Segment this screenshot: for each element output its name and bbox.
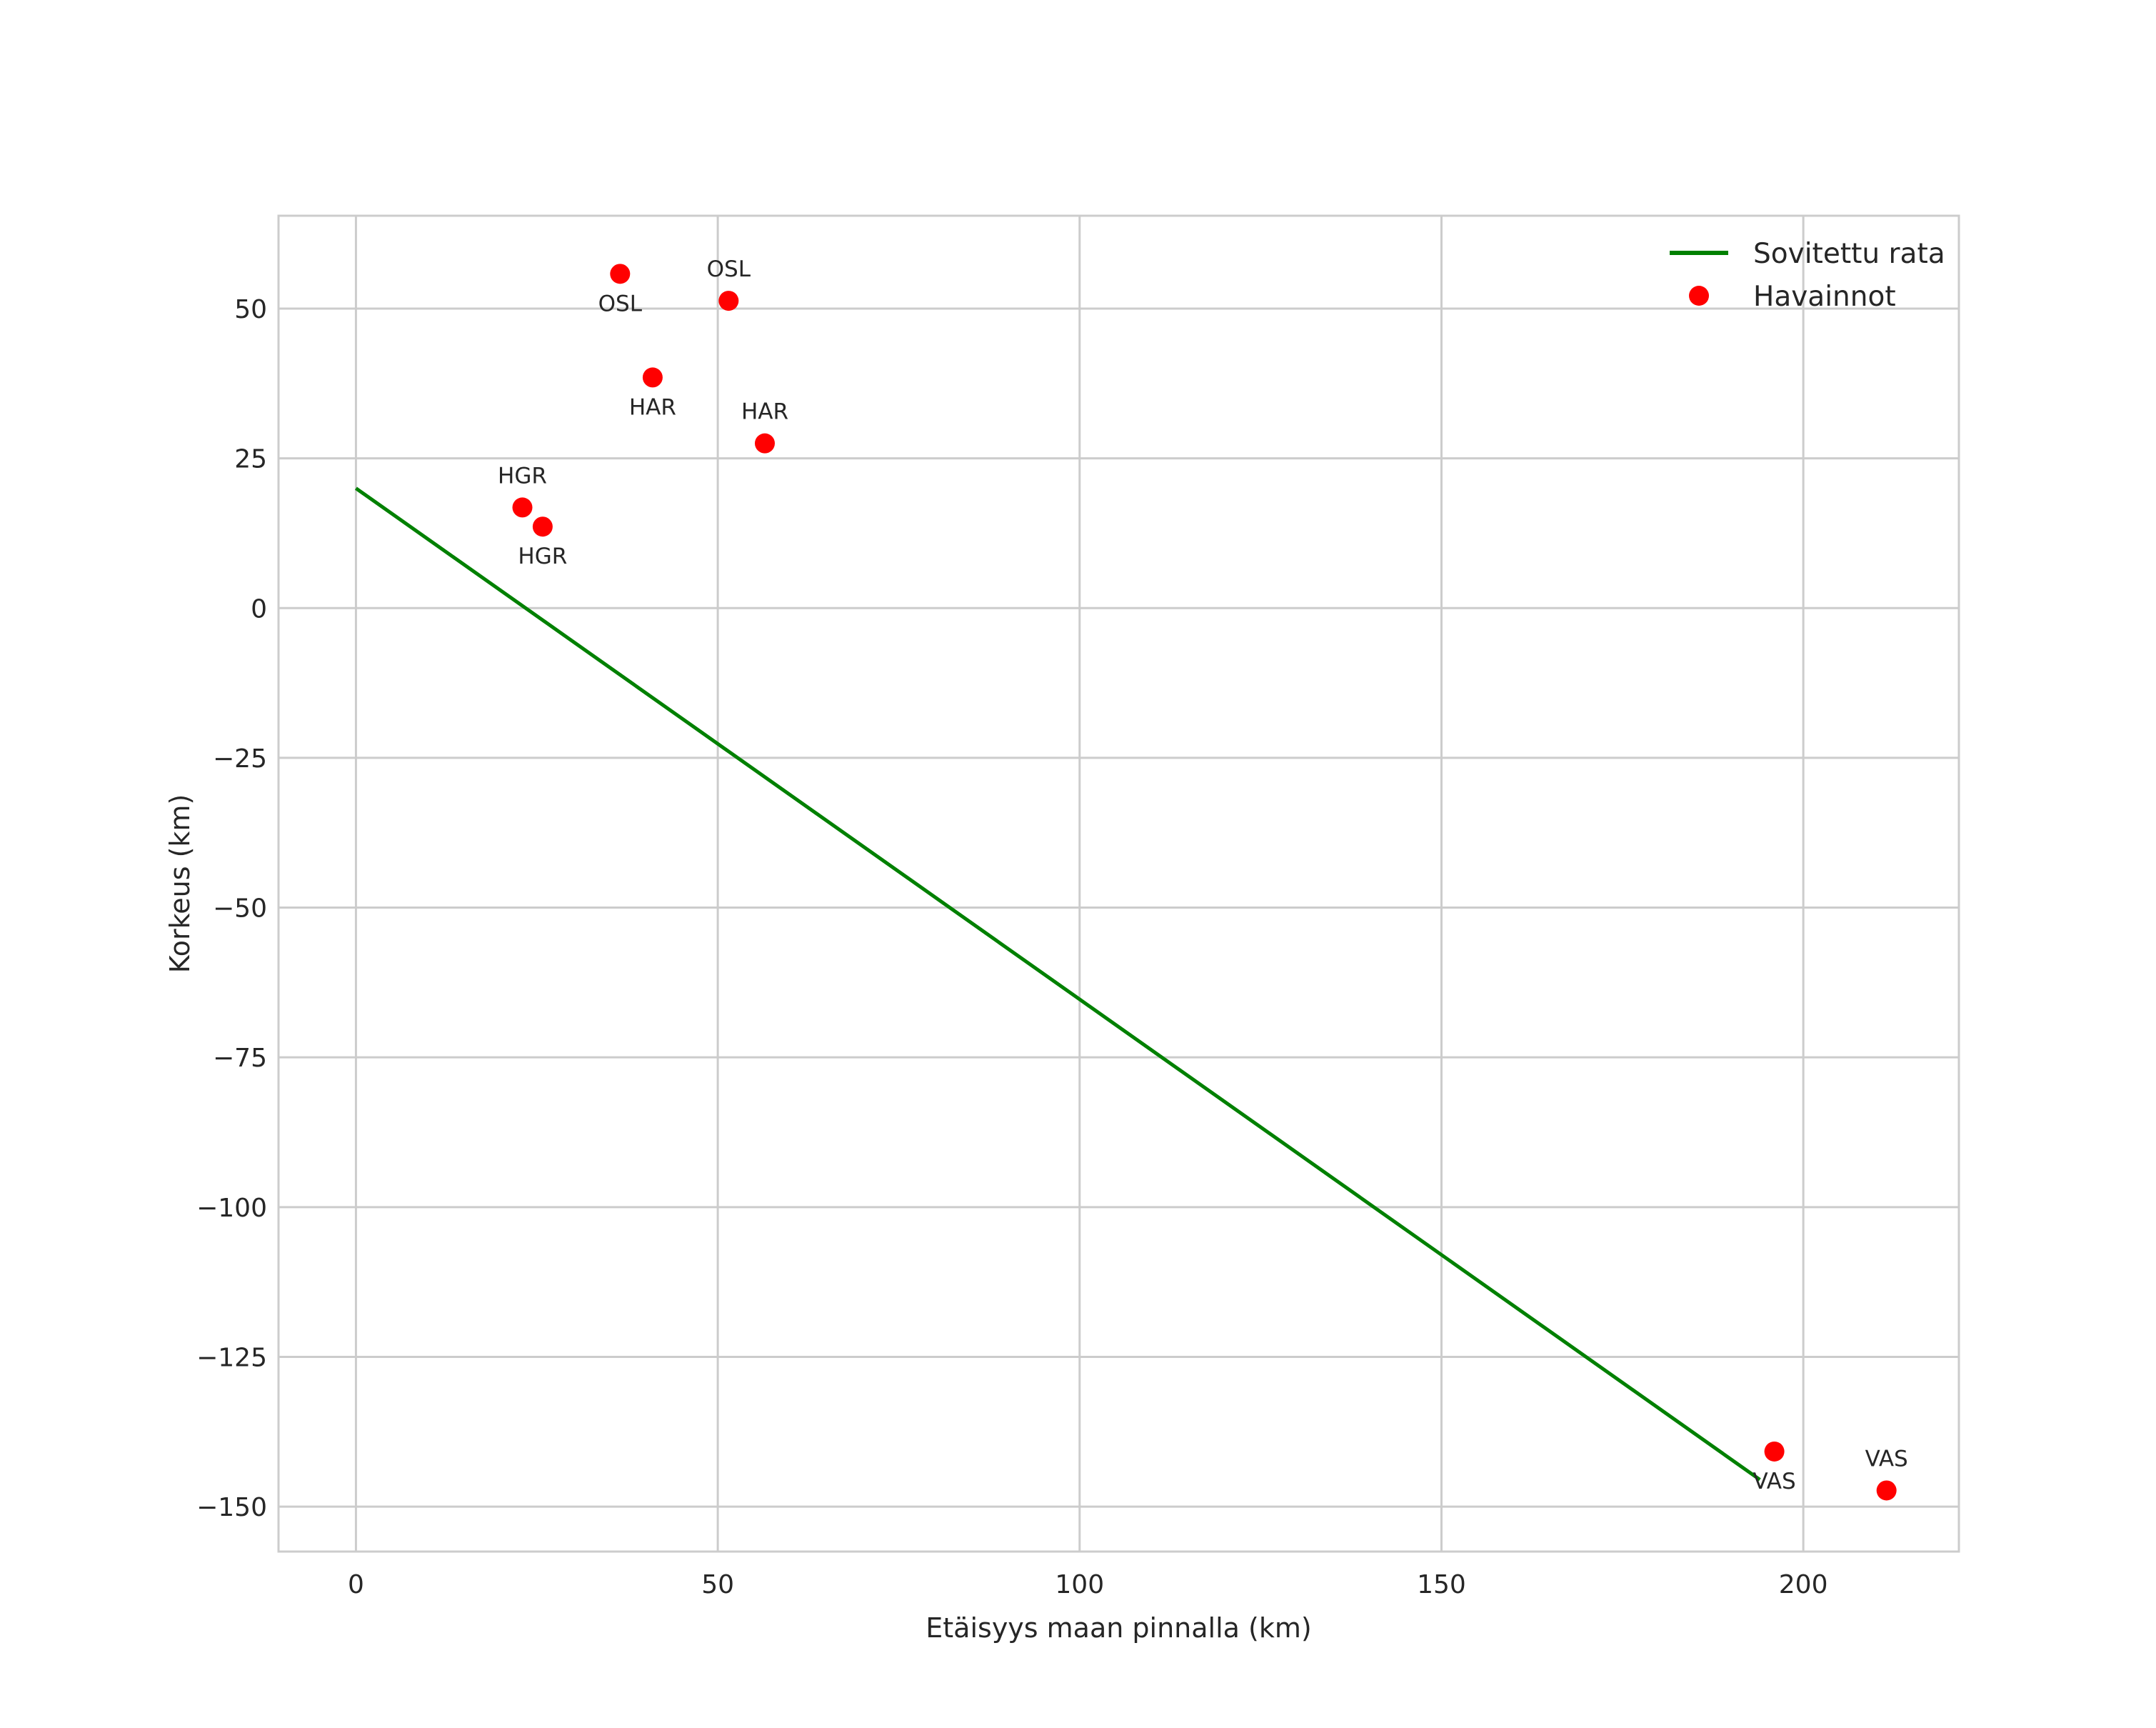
observation-point bbox=[532, 516, 553, 537]
observation-point bbox=[610, 264, 631, 284]
y-tick-label: −100 bbox=[196, 1194, 267, 1223]
fitted-track-line bbox=[354, 486, 1761, 1482]
observation-label: HGR bbox=[498, 463, 547, 489]
y-tick-label: −50 bbox=[213, 894, 267, 924]
legend-label-observations: Havainnot bbox=[1753, 281, 1896, 313]
observation-label: OSL bbox=[707, 256, 751, 282]
observation-point bbox=[754, 433, 775, 454]
series bbox=[354, 264, 1897, 1501]
y-tick-label: −25 bbox=[213, 744, 267, 774]
observation-point bbox=[512, 497, 533, 518]
y-tick-label: 0 bbox=[251, 594, 267, 624]
observation-point bbox=[1764, 1441, 1785, 1462]
y-tick-label: −150 bbox=[196, 1493, 267, 1522]
observation-label: OSL bbox=[598, 291, 643, 316]
observation-label: HAR bbox=[629, 394, 676, 420]
x-tick-label: 200 bbox=[1779, 1570, 1828, 1599]
x-tick-label: 100 bbox=[1055, 1570, 1104, 1599]
legend-marker-swatch bbox=[1689, 286, 1709, 306]
x-tick-label: 150 bbox=[1417, 1570, 1466, 1599]
x-tick-label: 50 bbox=[701, 1570, 734, 1599]
observation-point bbox=[1876, 1480, 1897, 1501]
y-tick-label: −125 bbox=[196, 1343, 267, 1372]
y-tick-label: −75 bbox=[213, 1044, 267, 1073]
observation-label: VAS bbox=[1753, 1469, 1796, 1494]
observation-label: HAR bbox=[741, 399, 788, 425]
y-tick-label: 50 bbox=[234, 295, 267, 324]
plot-frame bbox=[277, 214, 1960, 1553]
legend-label-fitted-track: Sovitettu rata bbox=[1753, 238, 1945, 270]
point-labels: OSL OSL HAR HAR HGR HGR VAS VAS bbox=[498, 256, 1908, 1494]
observation-label: VAS bbox=[1865, 1446, 1908, 1472]
observation-point bbox=[642, 367, 663, 388]
y-tick-labels: 50 25 0 −25 −50 −75 −100 −125 −150 bbox=[196, 295, 267, 1522]
x-tick-labels: 0 50 100 150 200 bbox=[348, 1570, 1828, 1599]
x-tick-label: 0 bbox=[348, 1570, 364, 1599]
legend: Sovitettu rata Havainnot bbox=[1670, 238, 1945, 313]
grid bbox=[279, 216, 1959, 1552]
y-axis-title: Korkeus (km) bbox=[164, 794, 196, 974]
x-axis-title: Etäisyys maan pinnalla (km) bbox=[926, 1612, 1311, 1644]
observation-label: HGR bbox=[518, 544, 567, 569]
observation-point bbox=[718, 291, 739, 311]
y-tick-label: 25 bbox=[234, 445, 267, 474]
